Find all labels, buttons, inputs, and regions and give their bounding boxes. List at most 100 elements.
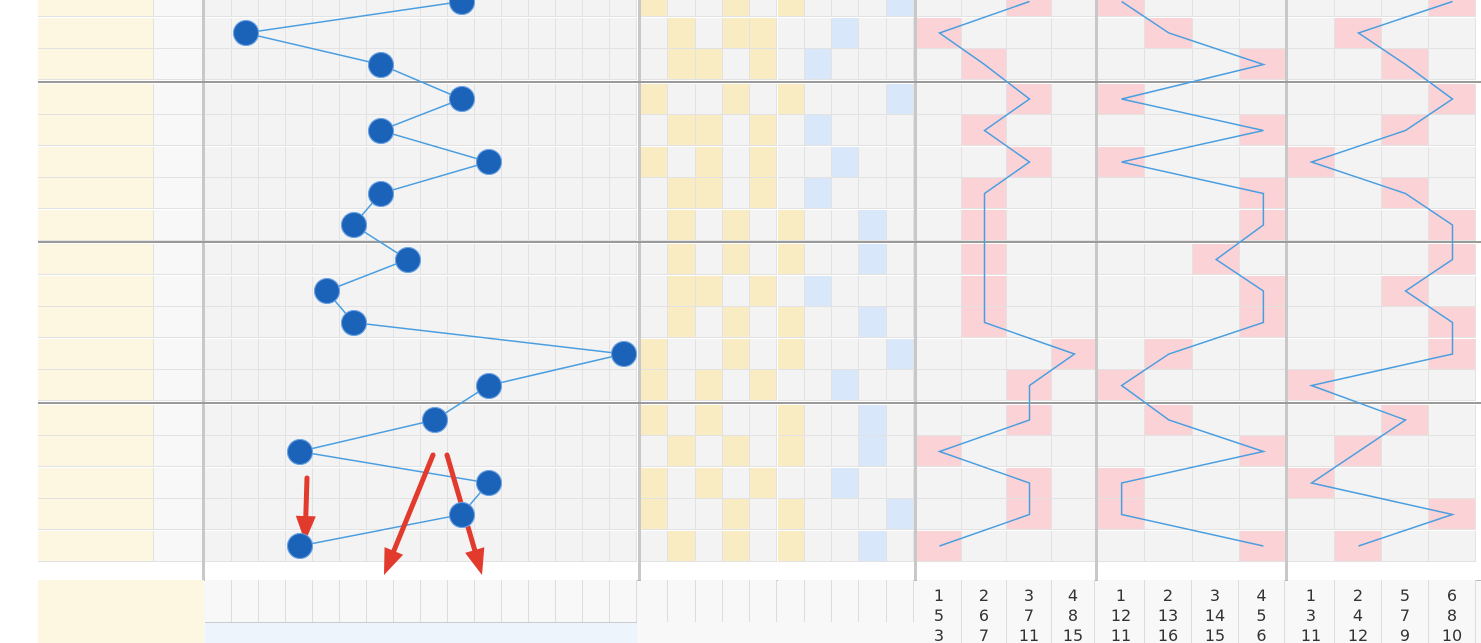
miss-count: [610, 436, 637, 467]
footer-number-header[interactable]: [232, 580, 259, 622]
attr-cell: [832, 244, 860, 275]
draw-number: [154, 146, 204, 178]
footer-group-header[interactable]: 1 3 11: [1288, 580, 1335, 643]
attr-cell: [641, 0, 669, 17]
miss-count: [556, 338, 583, 370]
group-cell: [962, 146, 1007, 178]
attr-cell: [668, 244, 696, 275]
footer-number-header[interactable]: [610, 580, 637, 622]
footer-group-number: 15: [1204, 626, 1226, 643]
group-cell: [1382, 178, 1429, 209]
footer-group-header[interactable]: 1 12 11: [1098, 580, 1145, 643]
draw-ball[interactable]: [475, 372, 502, 399]
group-cell: [1382, 530, 1429, 562]
draw-ball[interactable]: [448, 86, 475, 112]
footer-attr-header[interactable]: [832, 580, 860, 622]
miss-count: [421, 467, 448, 499]
attr-cell: [668, 338, 696, 370]
attr-cell: [886, 467, 914, 499]
miss-count: [259, 244, 286, 275]
footer-number-header[interactable]: [286, 580, 313, 622]
miss-count: [394, 209, 421, 241]
footer-attr-header[interactable]: [804, 580, 833, 622]
draw-ball[interactable]: [340, 309, 367, 336]
draw-ball[interactable]: [340, 212, 367, 238]
draw-ball[interactable]: [367, 117, 394, 144]
footer-number-header[interactable]: [259, 580, 286, 622]
footer-group-header[interactable]: 3 7 11: [1007, 580, 1052, 643]
attr-cell: [777, 115, 805, 146]
footer-number-header[interactable]: [421, 580, 448, 622]
footer-number-header[interactable]: [448, 580, 475, 622]
issue-number: [38, 178, 154, 209]
footer-number-header[interactable]: [340, 580, 367, 622]
footer-number-header[interactable]: [367, 580, 394, 622]
footer-attr-header[interactable]: [695, 580, 723, 622]
miss-count: [286, 209, 313, 241]
draw-ball[interactable]: [286, 533, 313, 559]
footer-group-header[interactable]: 6 8 10: [1429, 580, 1476, 643]
draw-ball[interactable]: [367, 180, 394, 207]
footer-number-header[interactable]: [313, 580, 340, 622]
miss-count: [313, 115, 340, 146]
draw-ball[interactable]: [475, 470, 502, 496]
footer-attr-header[interactable]: [641, 580, 669, 622]
attr-cell: [777, 244, 805, 275]
footer-attr-header[interactable]: [886, 580, 914, 622]
miss-count: [313, 244, 340, 275]
attr-cell: [695, 530, 723, 562]
group-cell: [1239, 499, 1287, 530]
draw-ball[interactable]: [286, 438, 313, 465]
footer-attr-header[interactable]: [668, 580, 696, 622]
attr-cell: [750, 436, 778, 467]
group-cell: [1192, 17, 1240, 49]
footer-number-header[interactable]: [475, 580, 502, 622]
group-cell: [1098, 404, 1146, 436]
group-cell: [1239, 436, 1287, 467]
footer-number-header[interactable]: [394, 580, 421, 622]
group-cell: [962, 370, 1007, 401]
issue-number: [38, 49, 154, 80]
footer-number-header[interactable]: [205, 580, 232, 622]
draw-ball[interactable]: [313, 278, 340, 304]
miss-count: [475, 209, 502, 241]
miss-count: [205, 530, 232, 562]
footer-group-number: 11: [1110, 626, 1132, 643]
footer-number-header[interactable]: [529, 580, 556, 622]
draw-ball[interactable]: [448, 501, 475, 528]
footer-attr-header[interactable]: [777, 580, 805, 622]
group-cell: [1192, 83, 1240, 115]
draw-ball[interactable]: [421, 407, 448, 433]
draw-ball[interactable]: [394, 246, 421, 273]
miss-count: [313, 146, 340, 178]
draw-ball[interactable]: [610, 341, 637, 367]
footer-group-number: 2: [978, 586, 990, 605]
group-cell: [1192, 115, 1240, 146]
draw-ball[interactable]: [475, 149, 502, 175]
attr-cell: [777, 499, 805, 530]
footer-attr-header[interactable]: [722, 580, 751, 622]
footer-group-header[interactable]: 3 14 15: [1192, 580, 1239, 643]
attr-cell: [804, 115, 833, 146]
footer-attr-header[interactable]: [859, 580, 887, 622]
group-cell: [1007, 499, 1052, 530]
draw-ball[interactable]: [367, 51, 394, 78]
draw-ball[interactable]: [232, 20, 259, 46]
footer-group-header[interactable]: 2 13 16: [1145, 580, 1192, 643]
issue-number: [38, 275, 154, 307]
footer-number-header[interactable]: [556, 580, 583, 622]
footer-group-header[interactable]: 4 8 15: [1052, 580, 1095, 643]
footer-number-header[interactable]: [583, 580, 610, 622]
footer-group-header[interactable]: 2 4 12: [1335, 580, 1382, 643]
footer-number-header[interactable]: [502, 580, 529, 622]
preselect-input-area[interactable]: [205, 622, 637, 643]
group-cell: [917, 49, 962, 80]
attr-cell: [804, 275, 833, 307]
group-cell: [1239, 370, 1287, 401]
miss-count: [340, 49, 367, 80]
footer-attr-header[interactable]: [750, 580, 778, 622]
